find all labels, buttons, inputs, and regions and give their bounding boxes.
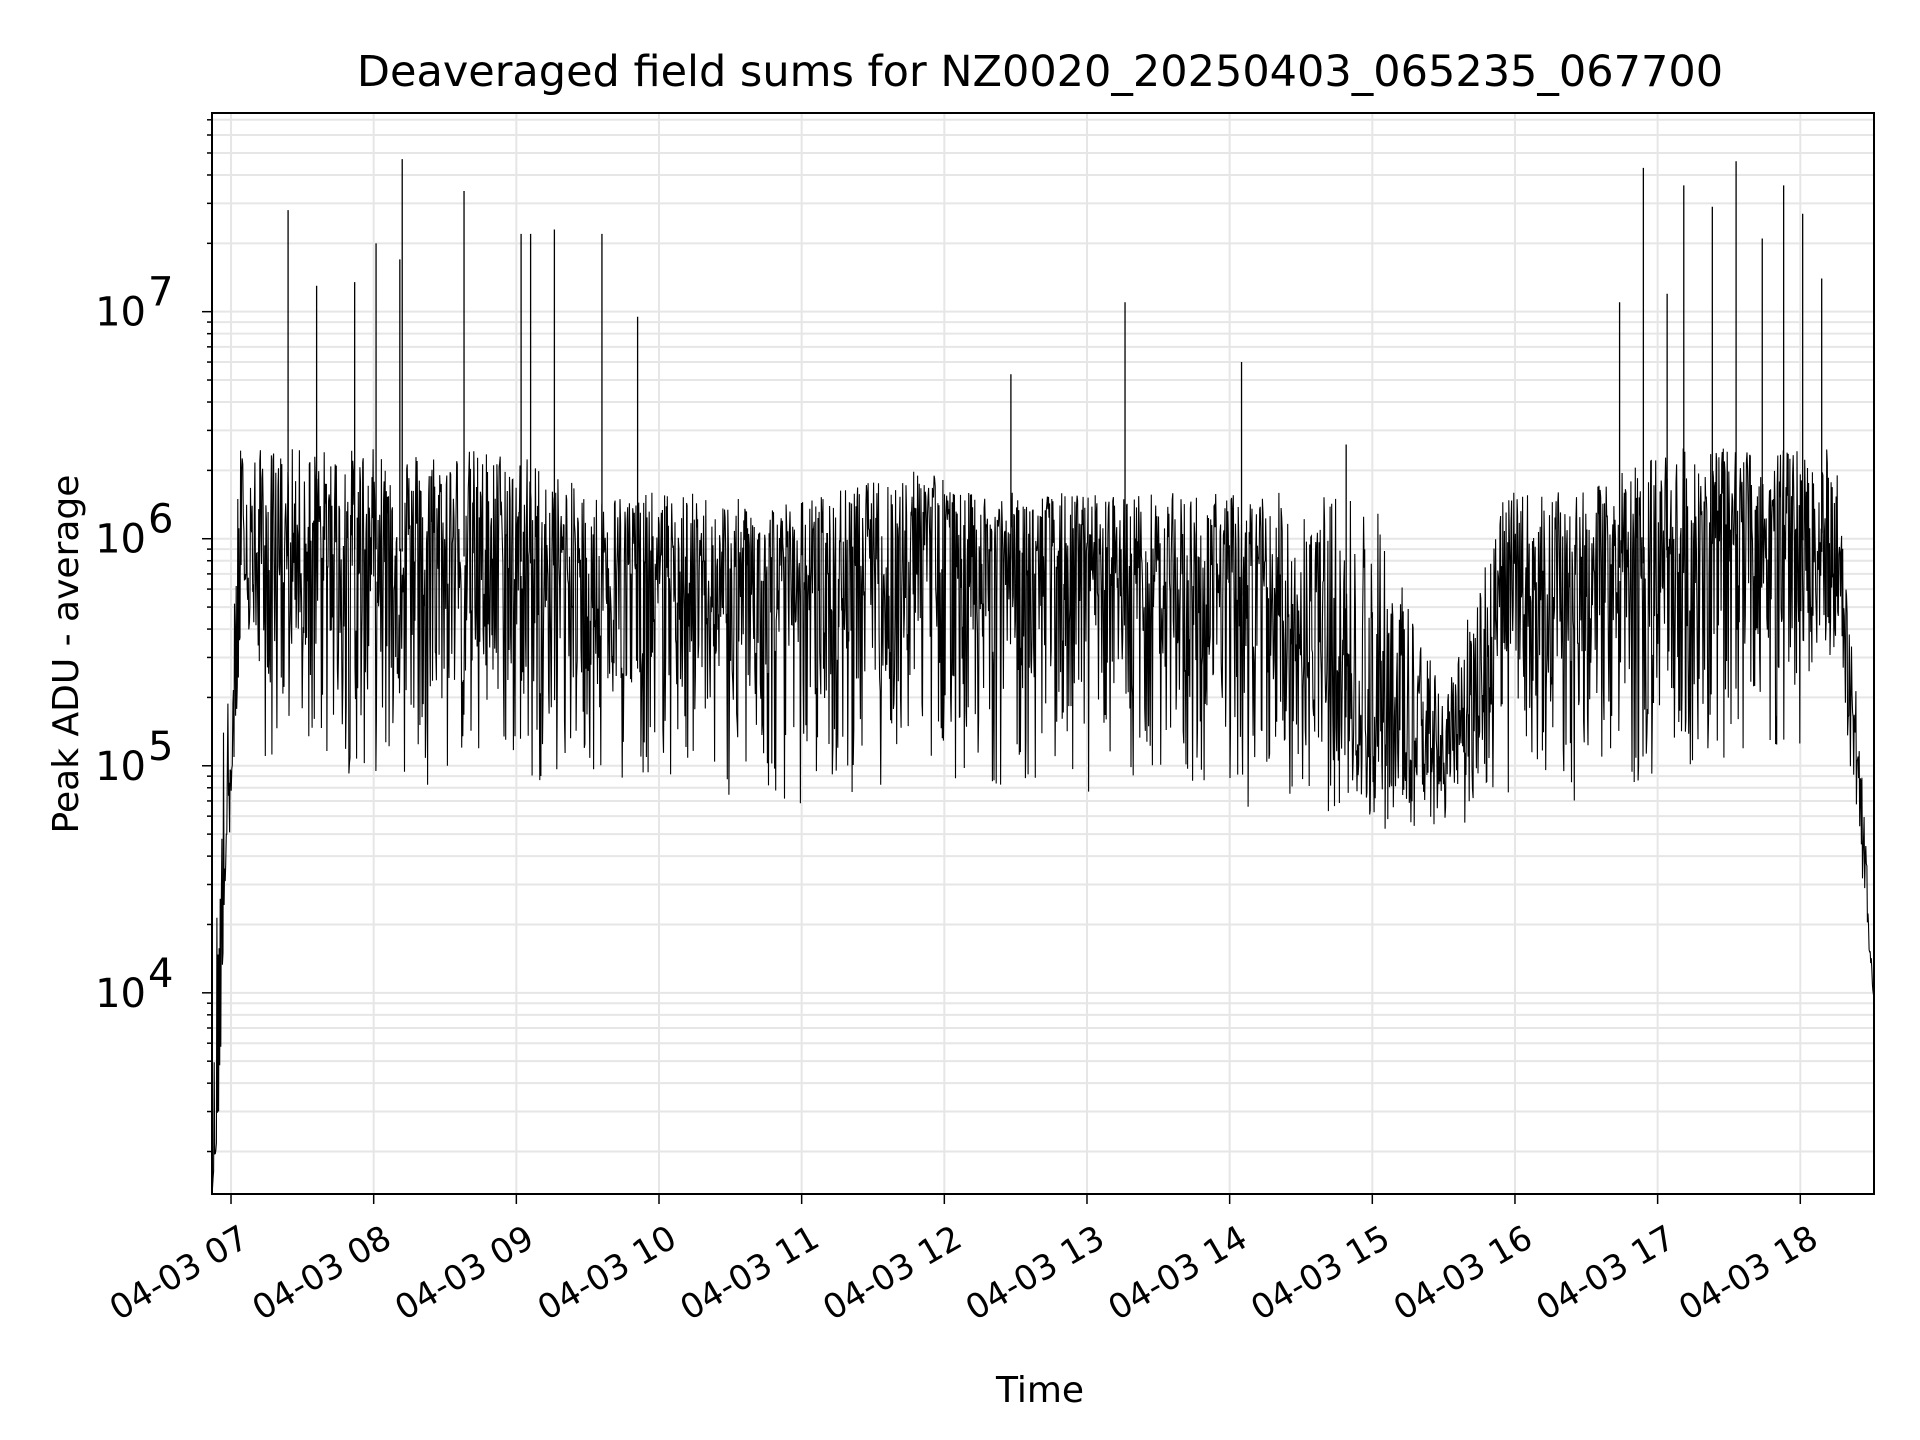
y-tick-label: 10 bbox=[95, 971, 146, 1017]
chart-title: Deaveraged field sums for NZ0020_2025040… bbox=[357, 47, 1723, 97]
data-series bbox=[211, 159, 1875, 1188]
series-line bbox=[211, 448, 1875, 1188]
y-axis-label: Peak ADU - average bbox=[46, 475, 87, 834]
y-tick-exponent: 6 bbox=[148, 497, 173, 543]
plot-frame bbox=[211, 112, 1875, 1195]
y-tick-exponent: 7 bbox=[148, 270, 173, 316]
x-axis-label: Time bbox=[995, 1370, 1084, 1411]
y-tick-label: 10 bbox=[95, 517, 146, 563]
y-tick-label: 10 bbox=[95, 290, 146, 336]
y-tick-label: 10 bbox=[95, 744, 146, 790]
y-tick-exponent: 4 bbox=[148, 951, 173, 997]
y-tick-exponent: 5 bbox=[148, 724, 173, 770]
